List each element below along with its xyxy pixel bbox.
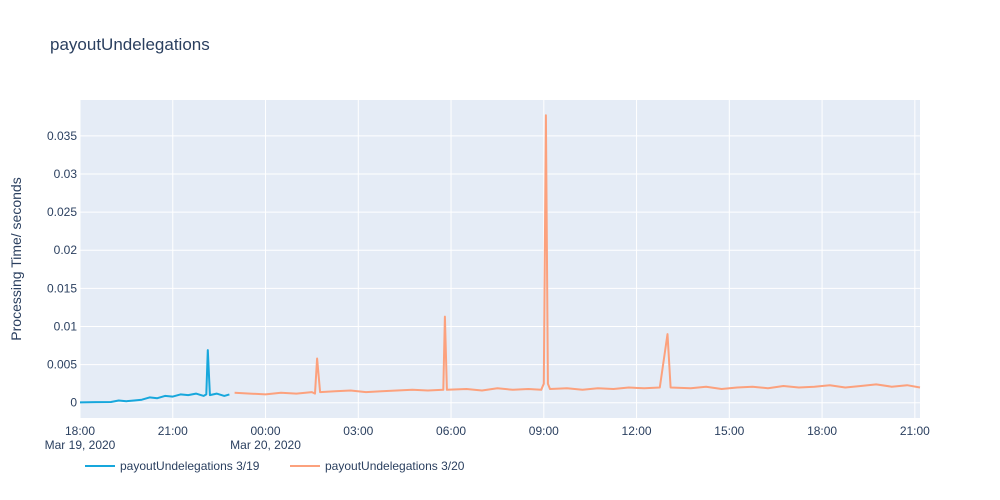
x-tick-label: 21:00	[900, 424, 930, 438]
x-tick-date-label: Mar 20, 2020	[230, 438, 301, 452]
x-tick-date-label: Mar 19, 2020	[45, 438, 116, 452]
y-tick-label: 0.015	[47, 281, 77, 295]
x-tick-label: 15:00	[714, 424, 744, 438]
plot-area	[80, 100, 920, 418]
legend[interactable]: payoutUndelegations 3/19 payoutUndelegati…	[85, 459, 465, 473]
series-line-1	[79, 349, 230, 404]
y-axis-ticks: 0 0.005 0.01 0.015 0.02 0.025 0.03 0.035	[47, 129, 77, 410]
legend-label: payoutUndelegations 3/19	[120, 459, 260, 473]
x-tick-label: 00:00	[251, 424, 281, 438]
x-tick-label: 18:00	[65, 424, 95, 438]
x-tick-label: 21:00	[158, 424, 188, 438]
y-tick-label: 0.02	[54, 243, 78, 257]
y-tick-label: 0	[70, 396, 77, 410]
y-tick-label: 0.035	[47, 129, 77, 143]
x-tick-label: 12:00	[622, 424, 652, 438]
series-line-2	[234, 114, 921, 396]
x-tick-label: 06:00	[436, 424, 466, 438]
y-tick-label: 0.01	[54, 319, 78, 333]
grid	[79, 100, 920, 418]
legend-item-1[interactable]: payoutUndelegations 3/19	[85, 459, 260, 473]
legend-item-2[interactable]: payoutUndelegations 3/20	[290, 459, 465, 473]
x-tick-label: 18:00	[807, 424, 837, 438]
x-tick-label: 03:00	[343, 424, 373, 438]
y-tick-label: 0.005	[47, 358, 77, 372]
legend-label: payoutUndelegations 3/20	[325, 459, 465, 473]
y-tick-label: 0.025	[47, 205, 77, 219]
x-tick-label: 09:00	[529, 424, 559, 438]
chart-title: payoutUndelegations	[50, 35, 210, 54]
y-axis-title: Processing Time/ seconds	[8, 177, 24, 340]
y-tick-label: 0.03	[54, 167, 78, 181]
series-lines	[79, 114, 921, 404]
